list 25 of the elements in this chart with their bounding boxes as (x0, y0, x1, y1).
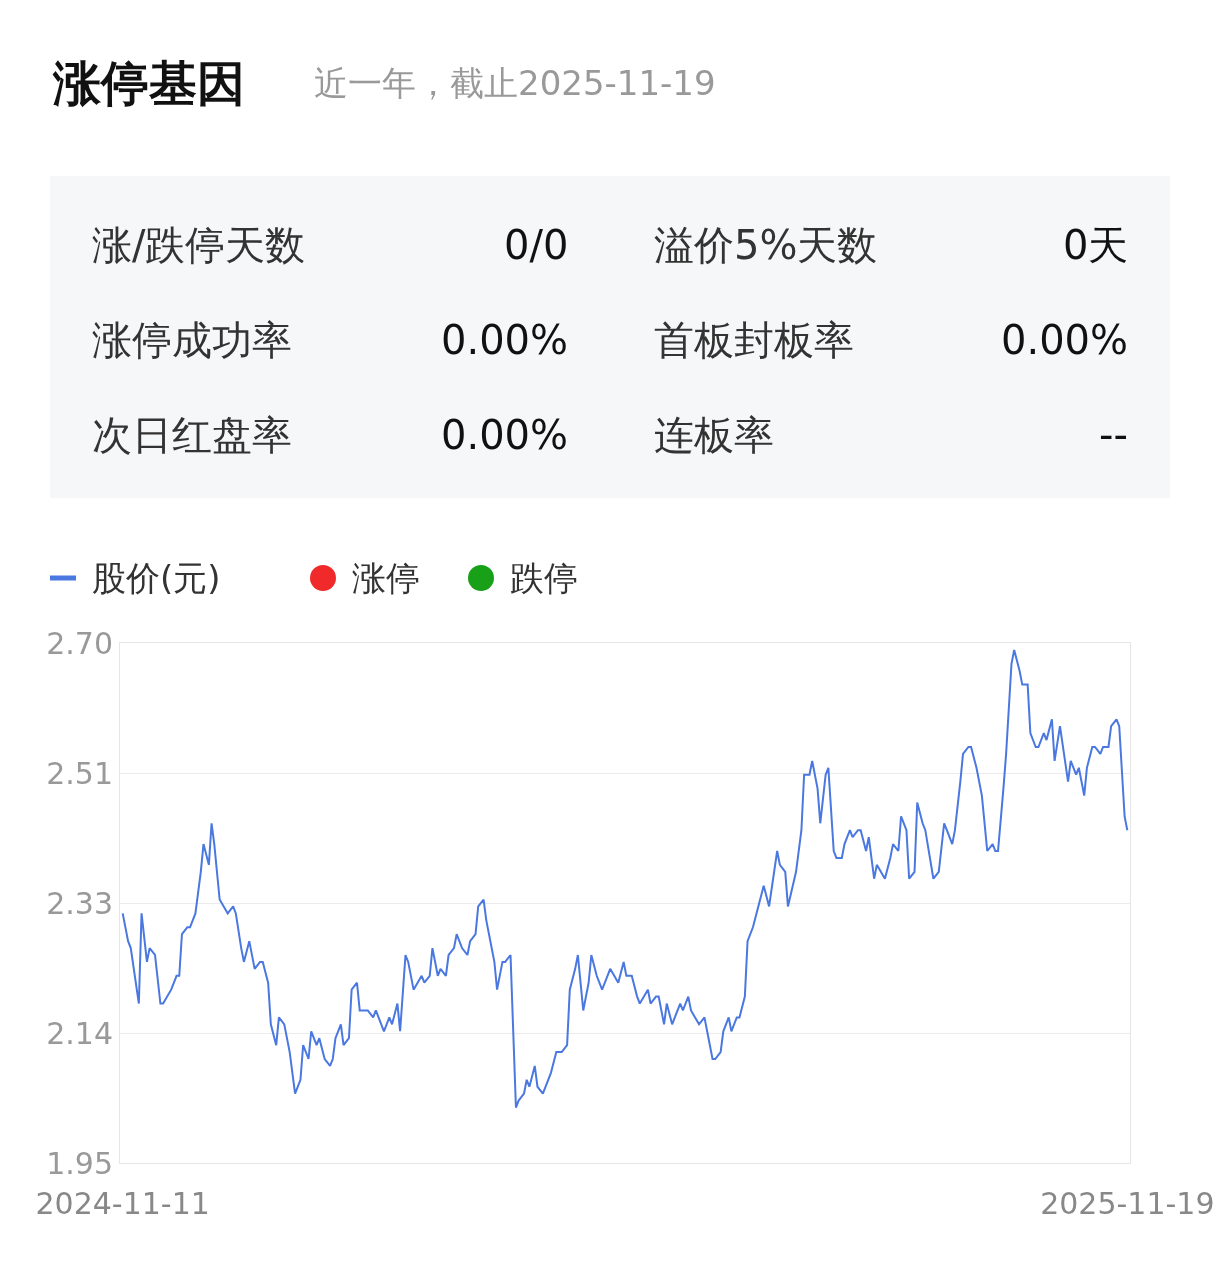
text: 0.00% (1001, 317, 1129, 363)
text: 涨/跌停天数 (92, 222, 306, 268)
y-tick-label: 2.70 (46, 625, 113, 661)
x-tick-label: 2025-11-19 (1040, 1186, 1215, 1221)
text: 连板率 (654, 412, 774, 458)
legend-label: 跌停 (510, 558, 578, 598)
text: 涨停成功率 (92, 317, 292, 363)
text: -- (1099, 412, 1128, 458)
text: 涨停基因 (52, 55, 245, 111)
y-tick-label: 1.95 (46, 1145, 113, 1181)
text: 0.00% (441, 317, 569, 363)
line-series (121, 648, 1129, 1109)
text: 次日红盘率 (92, 412, 292, 458)
y-tick-label: 2.33 (46, 885, 113, 921)
text: 0天 (1063, 222, 1129, 268)
y-tick-label: 2.51 (46, 755, 113, 791)
y-tick-label: 2.14 (46, 1015, 113, 1051)
legend-label: 涨停 (352, 558, 420, 598)
legend-label: 股价(元) (92, 558, 221, 598)
text: 近一年，截止2025-11-19 (314, 63, 716, 103)
text: 0.00% (441, 412, 569, 458)
text: 0/0 (504, 222, 569, 268)
text: 首板封板率 (654, 317, 854, 363)
x-tick-label: 2024-11-11 (35, 1186, 210, 1221)
text: 溢价5%天数 (654, 222, 878, 268)
